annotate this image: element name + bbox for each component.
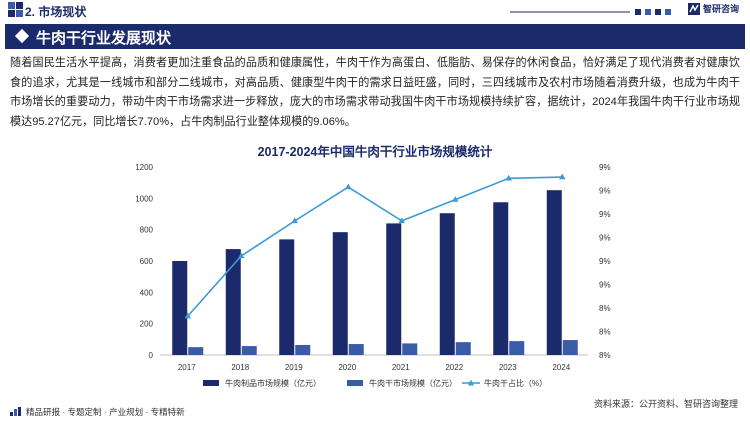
left-axis-tick-label: 800 xyxy=(140,226,154,235)
share-point xyxy=(345,183,352,190)
x-axis-tick-label: 2021 xyxy=(392,363,410,372)
bar-beef-jerky xyxy=(188,347,204,355)
bar-beef-jerky xyxy=(402,343,418,355)
logo-icon xyxy=(688,2,700,15)
left-axis-tick-label: 600 xyxy=(140,257,154,266)
bar-beef-products xyxy=(386,223,402,355)
title-band: 牛肉干行业发展现状 xyxy=(5,24,745,49)
bar-beef-jerky xyxy=(509,341,525,355)
bar-beef-jerky xyxy=(455,342,471,355)
bar-beef-products xyxy=(546,190,562,355)
source-note: 资料来源：公开资料、智研咨询整理 xyxy=(593,399,738,409)
legend-label: 牛肉制品市场规模（亿元） xyxy=(225,378,321,388)
right-axis-tick-label: 9% xyxy=(599,210,611,219)
right-axis-tick-label: 9% xyxy=(599,281,611,290)
share-point xyxy=(559,173,566,180)
bar-beef-products xyxy=(439,213,455,355)
bar-beef-products xyxy=(172,261,188,355)
header-decoration xyxy=(510,9,671,15)
x-axis-tick-label: 2020 xyxy=(338,363,356,372)
x-axis-tick-label: 2018 xyxy=(231,363,249,372)
decor-square xyxy=(16,2,23,9)
brand-logo: 智研咨询 xyxy=(688,2,739,15)
decor-square xyxy=(8,10,15,17)
bar-beef-jerky xyxy=(348,344,364,355)
bar-beef-jerky xyxy=(295,344,311,355)
page-title: 牛肉干行业发展现状 xyxy=(36,30,172,47)
x-axis-tick-label: 2023 xyxy=(499,363,517,372)
share-line xyxy=(187,176,563,317)
legend-label: 牛肉干市场规模（亿元） xyxy=(369,378,457,388)
share-point xyxy=(238,252,245,259)
decor-square xyxy=(8,2,15,9)
x-axis-tick-label: 2019 xyxy=(285,363,303,372)
right-axis-tick-label: 8% xyxy=(599,304,611,313)
left-axis-tick-label: 1000 xyxy=(135,194,153,203)
logo-text: 智研咨询 xyxy=(703,4,740,14)
decor-square xyxy=(16,10,23,17)
right-axis-tick-label: 9% xyxy=(599,163,611,172)
share-point xyxy=(505,174,512,181)
legend-swatch xyxy=(347,380,363,386)
right-axis-tick-label: 9% xyxy=(599,187,611,196)
x-axis-tick-label: 2022 xyxy=(445,363,463,372)
legend-swatch xyxy=(203,380,219,386)
right-axis-tick-label: 8% xyxy=(599,328,611,337)
intro-paragraph: 随着国民生活水平提高，消费者更加注重食品的品质和健康属性，牛肉干作为高蛋白、低脂… xyxy=(10,57,740,128)
left-axis-tick-label: 400 xyxy=(140,288,154,297)
right-axis-tick-label: 9% xyxy=(599,257,611,266)
right-axis-tick-label: 9% xyxy=(599,234,611,243)
bar-chart-icon xyxy=(10,407,21,416)
bar-beef-jerky xyxy=(241,346,257,355)
bar-beef-products xyxy=(332,232,348,355)
x-axis-tick-label: 2024 xyxy=(552,363,570,372)
bar-beef-products xyxy=(493,202,509,355)
share-point xyxy=(184,312,191,319)
left-axis-tick-label: 1200 xyxy=(135,163,153,172)
section-label: 2. 市场现状 xyxy=(25,5,87,19)
chart-title: 2017-2024年中国牛肉干行业市场规模统计 xyxy=(257,145,493,159)
share-point xyxy=(452,196,459,202)
legend-label: 牛肉干占比（%） xyxy=(484,378,547,388)
left-axis-tick-label: 0 xyxy=(149,351,154,360)
bar-beef-jerky xyxy=(562,340,578,355)
footer-tagline: 精品研报 · 专题定制 · 产业规划 · 专精特新 xyxy=(26,407,185,417)
share-point xyxy=(398,217,405,224)
x-axis-tick-label: 2017 xyxy=(178,363,196,372)
left-axis-tick-label: 200 xyxy=(140,320,154,329)
right-axis-tick-label: 8% xyxy=(599,351,611,360)
top-bar: 2. 市场现状 智研咨询 xyxy=(0,0,750,22)
bar-beef-products xyxy=(279,239,295,355)
legend-marker xyxy=(468,379,474,386)
bar-beef-products xyxy=(225,249,241,355)
share-point xyxy=(291,217,298,224)
